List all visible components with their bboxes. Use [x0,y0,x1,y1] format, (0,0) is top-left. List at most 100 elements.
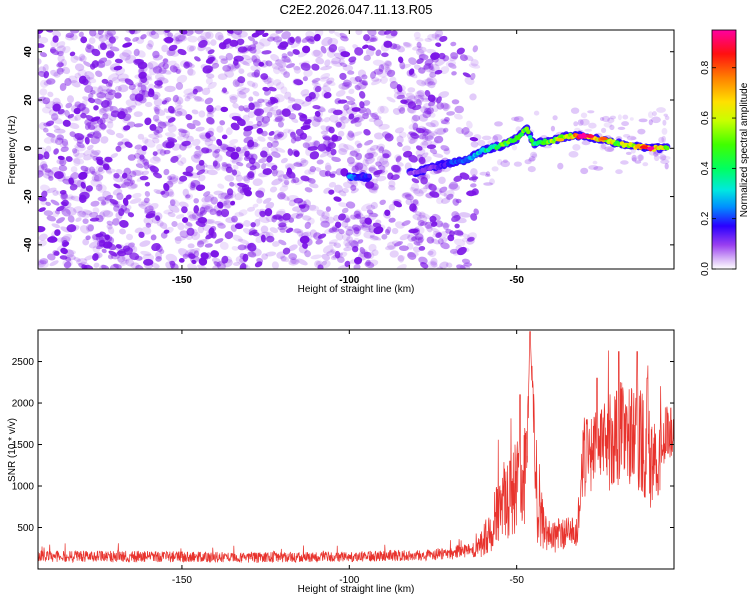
noise-blob [348,56,357,63]
noise-blob [252,91,260,97]
snr-ytick-label: 2500 [12,357,35,368]
noise-blob [168,204,180,213]
noise-blob [322,245,334,254]
noise-blob [461,237,469,243]
noise-blob [335,89,346,97]
noise-blob [300,203,307,209]
spectrogram-ytick-label: -40 [23,237,34,252]
noise-blob [252,101,263,108]
noise-blob [80,181,86,189]
colorbar-label: Normalized spectral amplitude [739,82,750,217]
noise-blob [201,195,212,203]
noise-blob [137,157,148,165]
noise-blob [143,217,153,226]
noise-blob [470,141,479,148]
noise-blob [60,226,71,233]
noise-blob [186,45,195,53]
noise-blob [270,147,279,153]
noise-blob [412,45,423,51]
noise-blob [161,58,169,65]
noise-blob [262,86,270,92]
noise-blob [203,218,215,224]
noise-blob [328,241,337,247]
noise-blob [389,43,398,50]
noise-blob [101,200,107,206]
noise-blob [359,91,366,99]
noise-blob [43,127,49,133]
noise-blob [92,207,100,214]
halo-blob [580,167,589,175]
halo-blob [533,110,540,116]
noise-blob [271,178,283,186]
noise-blob [67,215,75,223]
noise-blob [320,130,329,135]
noise-blob [90,136,101,145]
colorbar-gradient [711,29,737,270]
noise-blob [218,55,228,61]
noise-blob [430,227,442,234]
noise-blob [74,152,86,159]
noise-blob [305,31,316,39]
noise-blob [346,132,355,141]
noise-blob [246,206,256,212]
noise-blob [164,31,172,38]
noise-blob [304,221,311,230]
noise-blob [270,168,279,175]
noise-blob [300,203,310,213]
noise-blob [61,208,71,217]
noise-blob [204,205,214,213]
noise-blob [190,154,201,163]
noise-blob [198,257,208,266]
noise-blob [231,246,239,251]
noise-blob [377,105,385,114]
noise-blob [363,153,374,162]
noise-blob [187,214,199,222]
noise-blob [334,184,343,194]
noise-blob [436,96,442,104]
noise-blob [442,55,450,62]
noise-blob [212,160,218,167]
noise-blob [61,233,72,242]
halo-blob [573,121,579,127]
noise-blob [427,33,437,41]
noise-blob [144,138,156,148]
noise-blob [338,228,345,235]
noise-blob [291,259,299,265]
noise-blob [426,76,438,86]
noise-blob [89,30,97,37]
noise-blob [130,183,137,189]
noise-blob [46,187,57,194]
noise-blob [129,179,135,185]
noise-blob [154,131,163,138]
noise-blob [321,253,331,261]
noise-blob [431,33,440,39]
noise-blob [376,69,388,78]
noise-blob [339,32,348,39]
noise-blob [287,96,295,102]
noise-blob [149,156,161,164]
noise-blob [216,125,224,133]
noise-blob [69,183,78,191]
noise-blob [127,212,135,218]
halo-blob [527,166,536,173]
halo-blob [485,174,491,177]
halo-blob [601,127,607,133]
noise-blob [163,149,171,155]
noise-blob [396,45,406,53]
noise-blob [50,235,56,241]
noise-blob [430,169,440,175]
noise-blob [106,30,116,37]
noise-blob [381,52,389,58]
noise-blob [304,250,311,258]
noise-blob [363,230,375,239]
noise-blob [455,127,464,135]
noise-blob [133,80,144,88]
noise-blob [45,120,55,127]
noise-blob [355,82,362,91]
noise-blob [224,69,234,78]
noise-blob [152,151,158,157]
noise-blob [49,260,59,267]
halo-blob [570,107,580,114]
